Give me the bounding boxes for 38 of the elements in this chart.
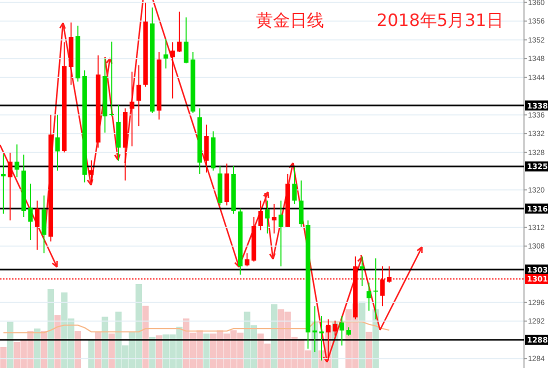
- text: 2018年5月31日: [376, 11, 504, 31]
- bar: [270, 304, 278, 368]
- candlestick: [14, 144, 20, 178]
- candlestick: [109, 41, 114, 117]
- bar: [34, 328, 40, 368]
- candlestick: [55, 114, 60, 172]
- candlestick: [164, 38, 168, 69]
- candlestick: [34, 200, 40, 250]
- candlestick: [366, 282, 372, 312]
- candlestick: [8, 152, 12, 221]
- candlestick: [136, 64, 142, 127]
- bar: [149, 336, 156, 368]
- bar: [108, 334, 115, 368]
- candlestick: [258, 200, 263, 231]
- candlestick: [177, 11, 182, 53]
- text: 黄金日线: [256, 11, 324, 31]
- candlestick: [244, 252, 250, 267]
- candlestick: [184, 16, 188, 64]
- candlestick: [89, 160, 94, 183]
- bar: [102, 316, 108, 368]
- candlestick: [278, 200, 284, 267]
- candlestick: [265, 200, 270, 234]
- bar: [74, 331, 82, 368]
- bar: [0, 347, 7, 368]
- candlestick: [272, 203, 276, 234]
- bar: [88, 339, 95, 368]
- bar: [48, 289, 54, 368]
- bar: [94, 332, 102, 368]
- candlestick: [130, 71, 134, 147]
- candlestick: [340, 315, 344, 346]
- candlestick: [292, 166, 297, 204]
- bar: [156, 335, 162, 368]
- candlestick: [170, 42, 175, 99]
- candlestick: [28, 183, 33, 241]
- candlestick: [1, 154, 6, 214]
- bar: [6, 322, 14, 368]
- candlestick: [298, 180, 304, 228]
- bar: [366, 332, 372, 368]
